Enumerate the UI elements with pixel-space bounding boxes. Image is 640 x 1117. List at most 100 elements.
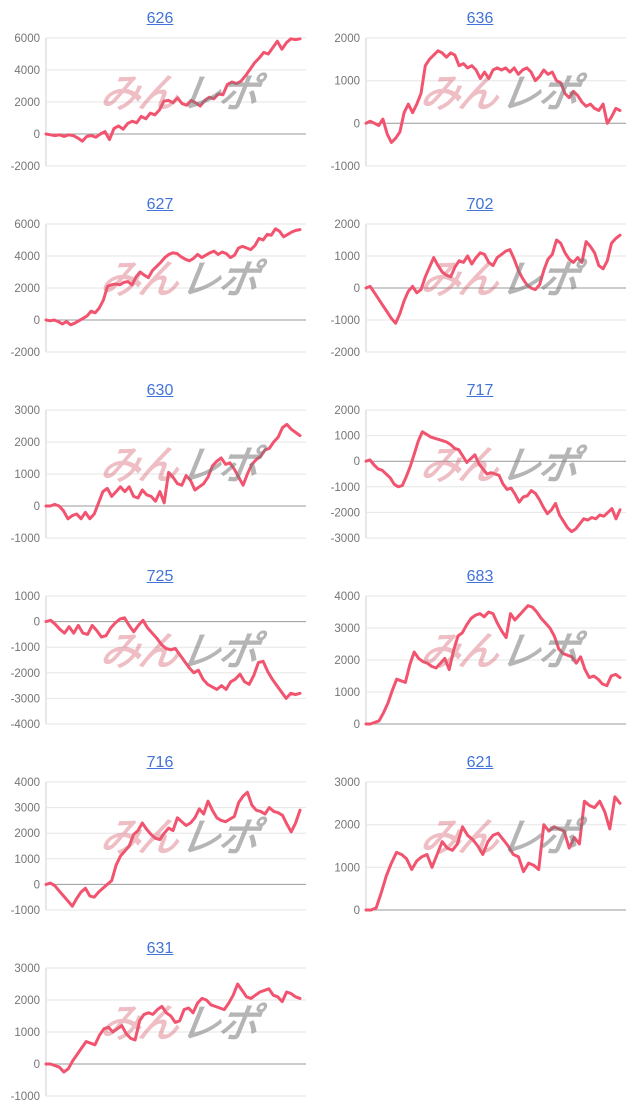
- svg-text:1000: 1000: [334, 862, 360, 874]
- svg-text:3000: 3000: [14, 963, 40, 975]
- svg-text:-1000: -1000: [331, 161, 360, 173]
- svg-text:1000: 1000: [334, 431, 360, 443]
- line-chart-683: みんレポ 4000 3000 2000 1000 0: [320, 586, 640, 744]
- svg-text:0: 0: [354, 283, 360, 295]
- line-chart-630: みんレポ 3000 2000 1000 0 -1000: [0, 400, 320, 558]
- svg-text:-2000: -2000: [11, 347, 40, 359]
- svg-text:2000: 2000: [14, 995, 40, 1007]
- chart-title-link-626[interactable]: 626: [146, 10, 174, 28]
- svg-text:2000: 2000: [14, 283, 40, 295]
- svg-text:4000: 4000: [334, 591, 360, 603]
- chart-cell-725: 725 みんレポ 1000 0 -1000 -2000 -3000 -4000: [0, 558, 320, 744]
- svg-text:-1000: -1000: [331, 315, 360, 327]
- svg-text:-1000: -1000: [11, 533, 40, 545]
- line-chart-svg: 2000 1000 0 -1000 -2000: [331, 219, 626, 359]
- svg-text:2000: 2000: [334, 219, 360, 231]
- chart-cell-621: 621 みんレポ 3000 2000 1000 0: [320, 744, 640, 930]
- svg-text:4000: 4000: [14, 777, 40, 789]
- chart-title-link-631[interactable]: 631: [146, 940, 174, 958]
- chart-title-link-636[interactable]: 636: [466, 10, 494, 28]
- svg-text:2000: 2000: [334, 405, 360, 417]
- svg-text:1000: 1000: [14, 1027, 40, 1039]
- svg-text:-2000: -2000: [11, 668, 40, 680]
- chart-cell-702: 702 みんレポ 2000 1000 0 -1000 -2000: [320, 186, 640, 372]
- svg-text:1000: 1000: [14, 591, 40, 603]
- line-chart-717: みんレポ 2000 1000 0 -1000 -2000 -3000: [320, 400, 640, 558]
- svg-text:0: 0: [354, 719, 360, 731]
- svg-text:0: 0: [34, 617, 40, 629]
- svg-text:4000: 4000: [14, 251, 40, 263]
- svg-text:1000: 1000: [14, 854, 40, 866]
- svg-text:1000: 1000: [334, 251, 360, 263]
- line-chart-716: みんレポ 4000 3000 2000 1000 0 -1000: [0, 772, 320, 930]
- svg-text:0: 0: [354, 905, 360, 917]
- svg-text:2000: 2000: [14, 97, 40, 109]
- chart-title-link-702[interactable]: 702: [466, 196, 494, 214]
- svg-text:-1000: -1000: [11, 1091, 40, 1103]
- svg-text:0: 0: [34, 129, 40, 141]
- svg-text:1000: 1000: [334, 76, 360, 88]
- chart-title-link-725[interactable]: 725: [146, 568, 174, 586]
- svg-text:0: 0: [34, 315, 40, 327]
- svg-text:1000: 1000: [334, 687, 360, 699]
- chart-cell-683: 683 みんレポ 4000 3000 2000 1000 0: [320, 558, 640, 744]
- line-chart-621: みんレポ 3000 2000 1000 0: [320, 772, 640, 930]
- svg-text:4000: 4000: [14, 65, 40, 77]
- svg-text:3000: 3000: [334, 777, 360, 789]
- svg-text:0: 0: [34, 1059, 40, 1071]
- svg-text:2000: 2000: [334, 655, 360, 667]
- line-chart-631: みんレポ 3000 2000 1000 0 -1000: [0, 958, 320, 1116]
- svg-text:-1000: -1000: [11, 642, 40, 654]
- svg-text:2000: 2000: [334, 820, 360, 832]
- chart-cell-626: 626 みんレポ 6000 4000 2000 0 -2000: [0, 0, 320, 186]
- chart-cell-631: 631 みんレポ 3000 2000 1000 0 -1000: [0, 930, 320, 1116]
- chart-title-link-627[interactable]: 627: [146, 196, 174, 214]
- svg-text:6000: 6000: [14, 33, 40, 45]
- chart-cell-627: 627 みんレポ 6000 4000 2000 0 -2000: [0, 186, 320, 372]
- svg-text:0: 0: [354, 118, 360, 130]
- svg-text:0: 0: [34, 879, 40, 891]
- svg-text:0: 0: [354, 456, 360, 468]
- chart-title-link-717[interactable]: 717: [466, 382, 494, 400]
- line-chart-svg: 3000 2000 1000 0 -1000: [11, 963, 306, 1103]
- svg-text:1000: 1000: [14, 469, 40, 481]
- line-chart-626: みんレポ 6000 4000 2000 0 -2000: [0, 28, 320, 186]
- line-chart-627: みんレポ 6000 4000 2000 0 -2000: [0, 214, 320, 372]
- svg-text:-1000: -1000: [11, 905, 40, 917]
- svg-text:2000: 2000: [334, 33, 360, 45]
- svg-text:6000: 6000: [14, 219, 40, 231]
- svg-text:-3000: -3000: [11, 693, 40, 705]
- svg-text:-2000: -2000: [331, 507, 360, 519]
- chart-title-link-683[interactable]: 683: [466, 568, 494, 586]
- svg-text:-1000: -1000: [331, 482, 360, 494]
- line-chart-636: みんレポ 2000 1000 0 -1000: [320, 28, 640, 186]
- line-chart-svg: 2000 1000 0 -1000: [331, 33, 626, 173]
- chart-title-link-716[interactable]: 716: [146, 754, 174, 772]
- svg-text:-2000: -2000: [331, 347, 360, 359]
- svg-text:2000: 2000: [14, 437, 40, 449]
- chart-cell-717: 717 みんレポ 2000 1000 0 -1000 -2000 -3000: [320, 372, 640, 558]
- chart-cell-636: 636 みんレポ 2000 1000 0 -1000: [320, 0, 640, 186]
- chart-title-link-621[interactable]: 621: [466, 754, 494, 772]
- line-chart-svg: 2000 1000 0 -1000 -2000 -3000: [331, 405, 626, 545]
- line-chart-svg: 6000 4000 2000 0 -2000: [11, 219, 306, 359]
- svg-text:3000: 3000: [334, 623, 360, 635]
- svg-text:3000: 3000: [14, 803, 40, 815]
- line-chart-svg: 3000 2000 1000 0 -1000: [11, 405, 306, 545]
- svg-text:-3000: -3000: [331, 533, 360, 545]
- svg-text:0: 0: [34, 501, 40, 513]
- svg-text:-4000: -4000: [11, 719, 40, 731]
- chart-cell-630: 630 みんレポ 3000 2000 1000 0 -1000: [0, 372, 320, 558]
- chart-cell-716: 716 みんレポ 4000 3000 2000 1000 0 -1000: [0, 744, 320, 930]
- svg-text:3000: 3000: [14, 405, 40, 417]
- svg-text:2000: 2000: [14, 828, 40, 840]
- line-chart-svg: 4000 3000 2000 1000 0 -1000: [11, 777, 306, 917]
- line-chart-702: みんレポ 2000 1000 0 -1000 -2000: [320, 214, 640, 372]
- chart-title-link-630[interactable]: 630: [146, 382, 174, 400]
- line-chart-svg: 1000 0 -1000 -2000 -3000 -4000: [11, 591, 306, 731]
- svg-text:-2000: -2000: [11, 161, 40, 173]
- line-chart-svg: 3000 2000 1000 0: [334, 777, 626, 917]
- line-chart-svg: 6000 4000 2000 0 -2000: [11, 33, 306, 173]
- line-chart-svg: 4000 3000 2000 1000 0: [334, 591, 626, 731]
